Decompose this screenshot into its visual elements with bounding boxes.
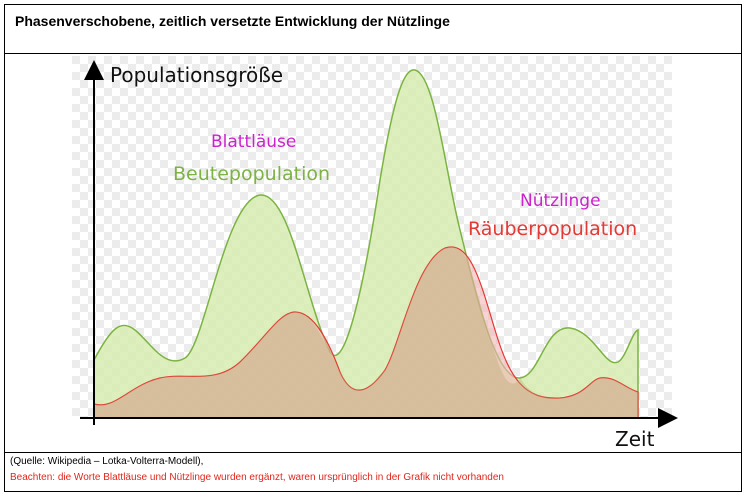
footer-cell (4, 452, 742, 492)
overlap-area (94, 246, 638, 418)
editor-note: Beachten: die Worte Blattläuse und Nützl… (10, 472, 504, 483)
y-axis-label: Populationsgröße (110, 63, 283, 87)
title-cell: Phasenverschobene, zeitlich versetzte En… (4, 4, 742, 54)
predator-added-label: Nützlinge (520, 191, 601, 211)
figure-title: Phasenverschobene, zeitlich versetzte En… (15, 13, 450, 29)
predator-label: Räuberpopulation (468, 218, 637, 240)
x-axis-label: Zeit (615, 427, 655, 451)
prey-population-area (93, 69, 639, 419)
predator-population-area (93, 246, 639, 419)
prey-label: Beutepopulation (173, 163, 330, 185)
prey-added-label: Blattläuse (211, 132, 296, 152)
source-citation: (Quelle: Wikipedia – Lotka-Volterra-Mode… (10, 456, 204, 467)
